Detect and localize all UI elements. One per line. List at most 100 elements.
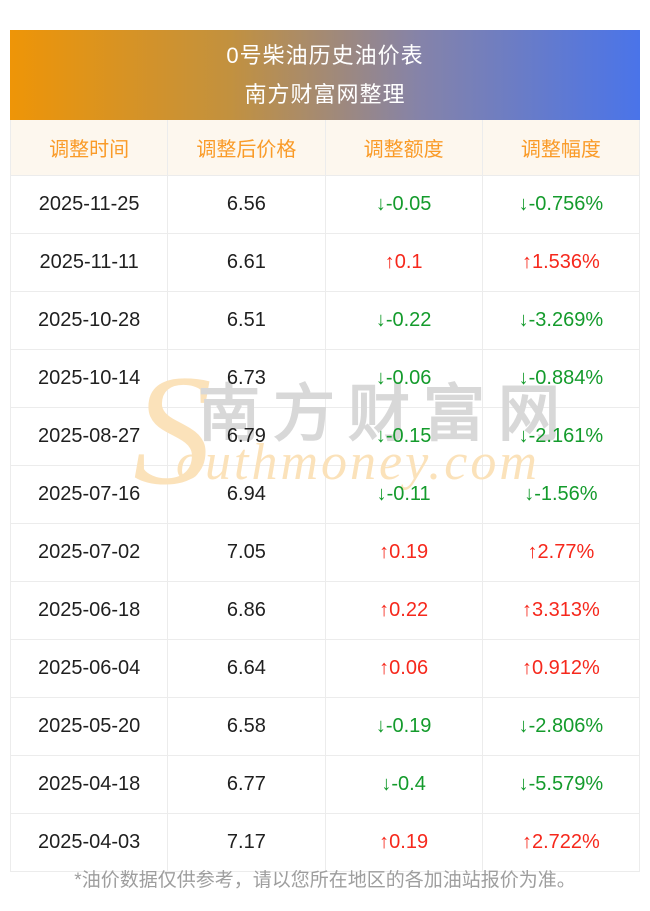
cell-price: 6.58 [167,697,326,756]
cell-percent: ↑2.722% [481,813,641,872]
date-value: 2025-06-04 [37,657,141,679]
table-row: 2025-07-02 7.05 ↑0.19 ↑2.77% [9,523,641,582]
table-row: 2025-11-25 6.56 ↓-0.05 ↓-0.756% [9,175,641,234]
cell-date: 2025-04-18 [9,755,169,814]
price-table-header: 调整时间 调整后价格 调整额度 调整幅度 [9,120,641,176]
cell-change: ↓-0.11 [324,465,483,524]
price-value: 6.51 [226,309,266,331]
cell-price: 6.77 [167,755,326,814]
col-header-adjust-range: 调整幅度 [481,120,641,176]
cell-percent: ↓-2.161% [481,407,641,466]
col-header-adjust-time: 调整时间 [9,120,169,176]
change-value: ↑0.22 [379,599,429,621]
date-value: 2025-11-25 [38,193,140,215]
cell-date: 2025-11-11 [9,233,169,292]
cell-percent: ↑0.912% [481,639,641,698]
col-header-adjust-amount: 调整额度 [324,120,483,176]
percent-value: ↓-0.756% [518,193,604,215]
cell-percent: ↓-5.579% [481,755,641,814]
cell-change: ↓-0.05 [324,175,483,234]
price-value: 7.05 [226,541,266,563]
percent-value: ↑1.536% [521,251,600,273]
cell-date: 2025-07-02 [9,523,169,582]
cell-date: 2025-10-28 [9,291,169,350]
date-value: 2025-04-03 [37,831,141,853]
date-value: 2025-07-16 [37,483,141,505]
cell-date: 2025-11-25 [9,175,169,234]
cell-change: ↑0.19 [324,813,483,872]
cell-change: ↓-0.15 [324,407,483,466]
date-value: 2025-05-20 [37,715,141,737]
cell-change: ↑0.22 [324,581,483,640]
cell-price: 6.73 [167,349,326,408]
percent-value: ↓-1.56% [524,483,598,505]
price-value: 6.86 [226,599,266,621]
cell-percent: ↓-3.269% [481,291,641,350]
title-banner: 0号柴油历史油价表 南方财富网整理 [10,30,640,120]
cell-percent: ↑2.77% [481,523,641,582]
date-value: 2025-10-28 [37,309,141,331]
cell-change: ↓-0.06 [324,349,483,408]
date-value: 2025-04-18 [37,773,141,795]
percent-value: ↓-5.579% [518,773,604,795]
page-title: 0号柴油历史油价表 [226,43,424,68]
table-row: 2025-05-20 6.58 ↓-0.19 ↓-2.806% [9,697,641,756]
change-value: ↑0.1 [384,251,423,273]
percent-value: ↓-2.806% [518,715,604,737]
change-value: ↓-0.4 [381,773,426,795]
cell-date: 2025-10-14 [9,349,169,408]
date-value: 2025-06-18 [37,599,141,621]
cell-date: 2025-08-27 [9,407,169,466]
col-header-price-after: 调整后价格 [167,120,326,176]
cell-price: 6.51 [167,291,326,350]
price-value: 6.61 [226,251,266,273]
cell-price: 7.05 [167,523,326,582]
header-row: 调整时间 调整后价格 调整额度 调整幅度 [9,120,641,176]
cell-date: 2025-06-18 [9,581,169,640]
table-row: 2025-10-14 6.73 ↓-0.06 ↓-0.884% [9,349,641,408]
price-value: 6.73 [226,367,266,389]
cell-change: ↑0.1 [324,233,483,292]
cell-price: 6.79 [167,407,326,466]
table-row: 2025-06-04 6.64 ↑0.06 ↑0.912% [9,639,641,698]
cell-price: 6.61 [167,233,326,292]
price-value: 6.56 [226,193,266,215]
cell-price: 6.56 [167,175,326,234]
change-value: ↑0.19 [379,831,429,853]
price-table: 调整时间 调整后价格 调整额度 调整幅度 2025-11-25 6.56 ↓-0… [9,120,641,872]
cell-change: ↓-0.4 [324,755,483,814]
date-value: 2025-10-14 [37,367,141,389]
cell-price: 6.94 [167,465,326,524]
price-value: 6.79 [226,425,266,447]
change-value: ↓-0.22 [375,309,432,331]
table-row: 2025-10-28 6.51 ↓-0.22 ↓-3.269% [9,291,641,350]
percent-value: ↑2.77% [527,541,595,563]
cell-percent: ↑3.313% [481,581,641,640]
cell-date: 2025-06-04 [9,639,169,698]
price-table-body: 2025-11-25 6.56 ↓-0.05 ↓-0.756% 2025-11-… [9,175,641,872]
cell-date: 2025-05-20 [9,697,169,756]
cell-percent: ↓-2.806% [481,697,641,756]
cell-percent: ↓-0.756% [481,175,641,234]
table-row: 2025-11-11 6.61 ↑0.1 ↑1.536% [9,233,641,292]
percent-value: ↓-3.269% [518,309,604,331]
cell-date: 2025-07-16 [9,465,169,524]
cell-percent: ↓-1.56% [481,465,641,524]
page-subtitle: 南方财富网整理 [244,82,406,107]
cell-change: ↓-0.22 [324,291,483,350]
cell-percent: ↓-0.884% [481,349,641,408]
table-row: 2025-04-18 6.77 ↓-0.4 ↓-5.579% [9,755,641,814]
cell-price: 6.64 [167,639,326,698]
date-value: 2025-08-27 [37,425,141,447]
change-value: ↓-0.15 [375,425,432,447]
cell-change: ↓-0.19 [324,697,483,756]
table-row: 2025-04-03 7.17 ↑0.19 ↑2.722% [9,813,641,872]
change-value: ↓-0.11 [376,483,431,505]
cell-date: 2025-04-03 [9,813,169,872]
price-value: 6.58 [226,715,266,737]
table-row: 2025-07-16 6.94 ↓-0.11 ↓-1.56% [9,465,641,524]
cell-percent: ↑1.536% [481,233,641,292]
price-value: 7.17 [226,831,266,853]
change-value: ↑0.19 [379,541,429,563]
